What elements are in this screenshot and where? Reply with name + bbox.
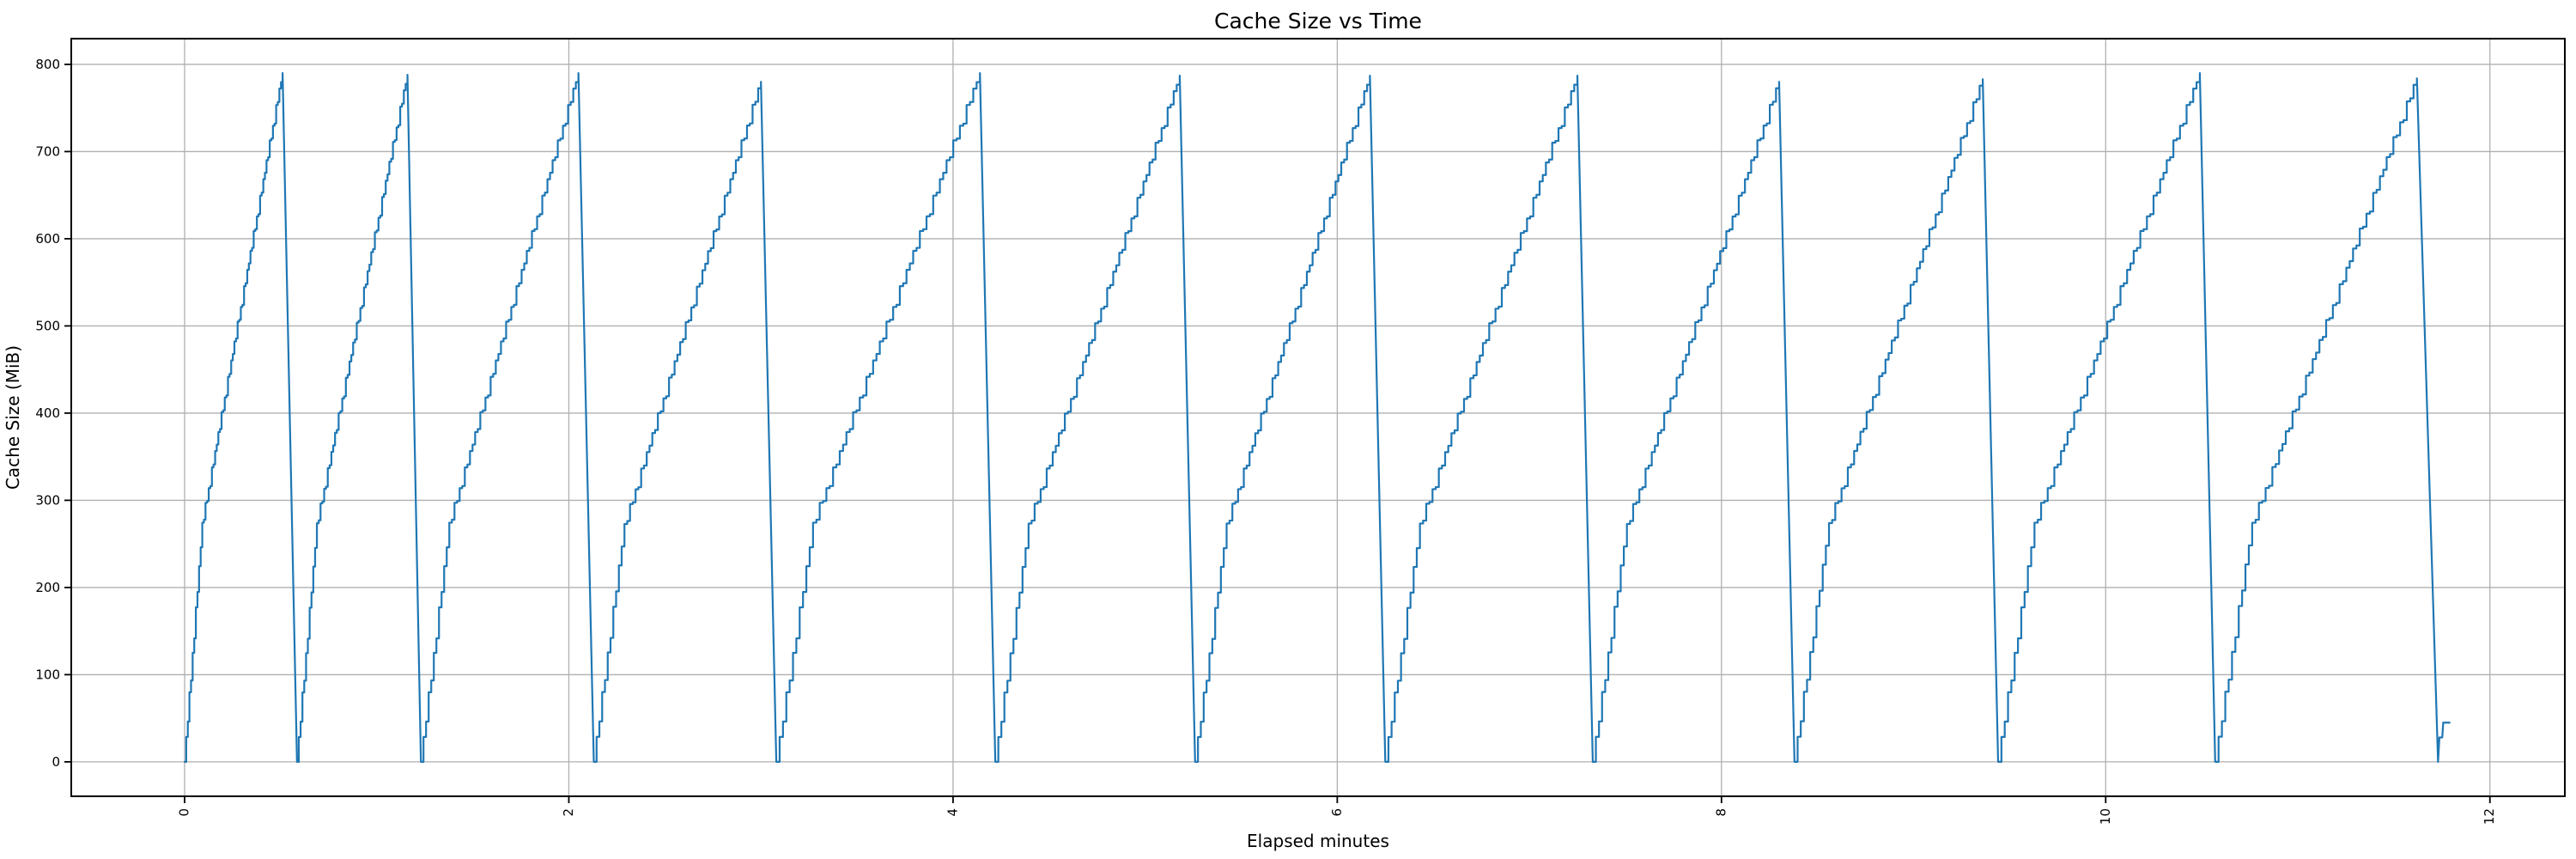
y-tick-label: 0 [52, 754, 60, 770]
gridlines [71, 39, 2565, 796]
y-tick-label: 300 [35, 492, 60, 508]
y-tick-label: 500 [35, 318, 60, 333]
y-axis-label: Cache Size (MiB) [3, 345, 23, 490]
y-tick-label: 800 [35, 57, 60, 72]
cache-size-line [183, 71, 2451, 764]
x-tick-label: 10 [2098, 808, 2113, 825]
plot-area-border [70, 38, 2566, 797]
tick-marks [64, 64, 2491, 803]
y-tick-label: 700 [35, 143, 60, 159]
x-tick-label: 4 [945, 808, 960, 817]
x-tick-label: 0 [177, 808, 192, 817]
chart-title: Cache Size vs Time [1214, 9, 1422, 34]
x-tick-label: 6 [1329, 808, 1345, 817]
x-tick-label: 12 [2482, 808, 2497, 825]
y-tick-label: 200 [35, 580, 60, 595]
x-tick-label: 8 [1713, 808, 1728, 817]
x-axis-label: Elapsed minutes [1247, 831, 1389, 851]
x-tick-label: 2 [561, 808, 576, 817]
y-tick-label: 600 [35, 231, 60, 247]
tick-labels: 0 2 4 6 8 10 12 0 100 200 300 400 500 600 700 800 [35, 57, 2497, 825]
data-series [183, 71, 2451, 764]
y-tick-label: 100 [35, 667, 60, 682]
y-tick-label: 400 [35, 405, 60, 421]
